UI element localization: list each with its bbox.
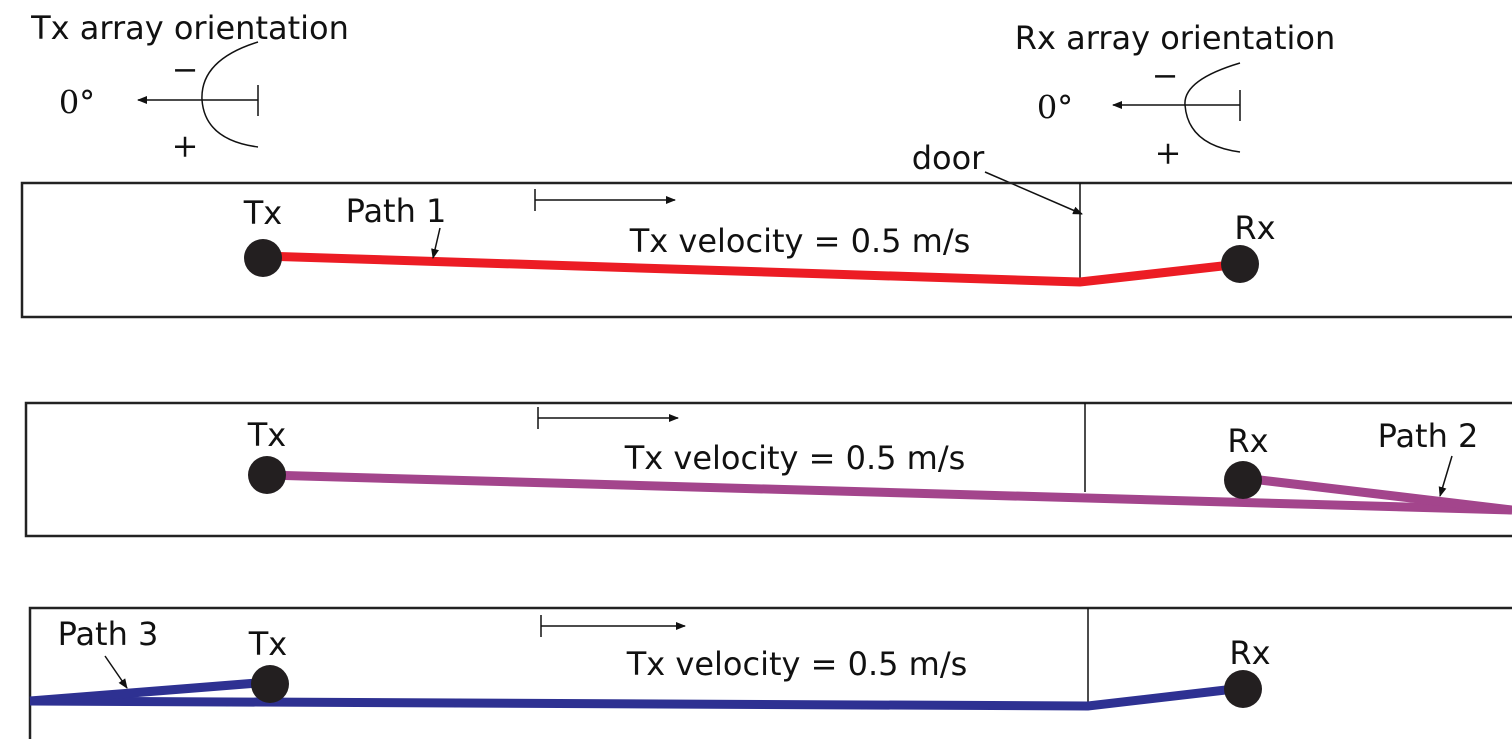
door-label: door bbox=[912, 139, 985, 177]
minus-sign: − bbox=[172, 51, 199, 89]
rx-label: Rx bbox=[1227, 422, 1268, 460]
path-label: Path 1 bbox=[346, 192, 447, 230]
orientation-title: Tx array orientation bbox=[30, 9, 349, 47]
path-3 bbox=[29, 677, 271, 706]
room bbox=[24, 401, 1512, 538]
minus-sign: − bbox=[1152, 57, 1179, 95]
room bbox=[28, 606, 1512, 739]
rx-label: Rx bbox=[1234, 209, 1275, 247]
path-2 bbox=[1242, 473, 1512, 515]
orientation-title: Rx array orientation bbox=[1015, 19, 1335, 57]
path-3 bbox=[29, 683, 1244, 711]
path-arrow bbox=[104, 655, 128, 689]
tx-label: Tx bbox=[243, 194, 282, 232]
velocity-label: Tx velocity = 0.5 m/s bbox=[626, 645, 968, 683]
path-label: Path 3 bbox=[58, 615, 159, 653]
plus-sign: + bbox=[1155, 134, 1182, 172]
plus-sign: + bbox=[172, 127, 199, 165]
orientation-arc bbox=[1184, 62, 1241, 153]
room bbox=[20, 181, 1512, 319]
path-2 bbox=[266, 470, 1512, 515]
angle-label: 0° bbox=[1037, 89, 1073, 127]
rx-node bbox=[1221, 245, 1259, 283]
angle-label: 0° bbox=[59, 84, 95, 122]
path-arrow bbox=[1438, 455, 1453, 497]
velocity-label: Tx velocity = 0.5 m/s bbox=[629, 222, 971, 260]
rx-label: Rx bbox=[1229, 634, 1270, 672]
tx-label: Tx bbox=[248, 625, 287, 663]
velocity-label: Tx velocity = 0.5 m/s bbox=[624, 439, 966, 477]
tx-node bbox=[244, 239, 282, 277]
tx-node bbox=[251, 665, 289, 703]
tx-node bbox=[248, 456, 286, 494]
door-arrow bbox=[984, 171, 1083, 215]
rx-node bbox=[1224, 670, 1262, 708]
path-label: Path 2 bbox=[1378, 417, 1479, 455]
tx-label: Tx bbox=[247, 416, 286, 454]
path-1 bbox=[262, 251, 1241, 287]
rx-node bbox=[1224, 461, 1262, 499]
orientation-arc bbox=[201, 41, 259, 148]
path-arrow bbox=[431, 227, 441, 259]
